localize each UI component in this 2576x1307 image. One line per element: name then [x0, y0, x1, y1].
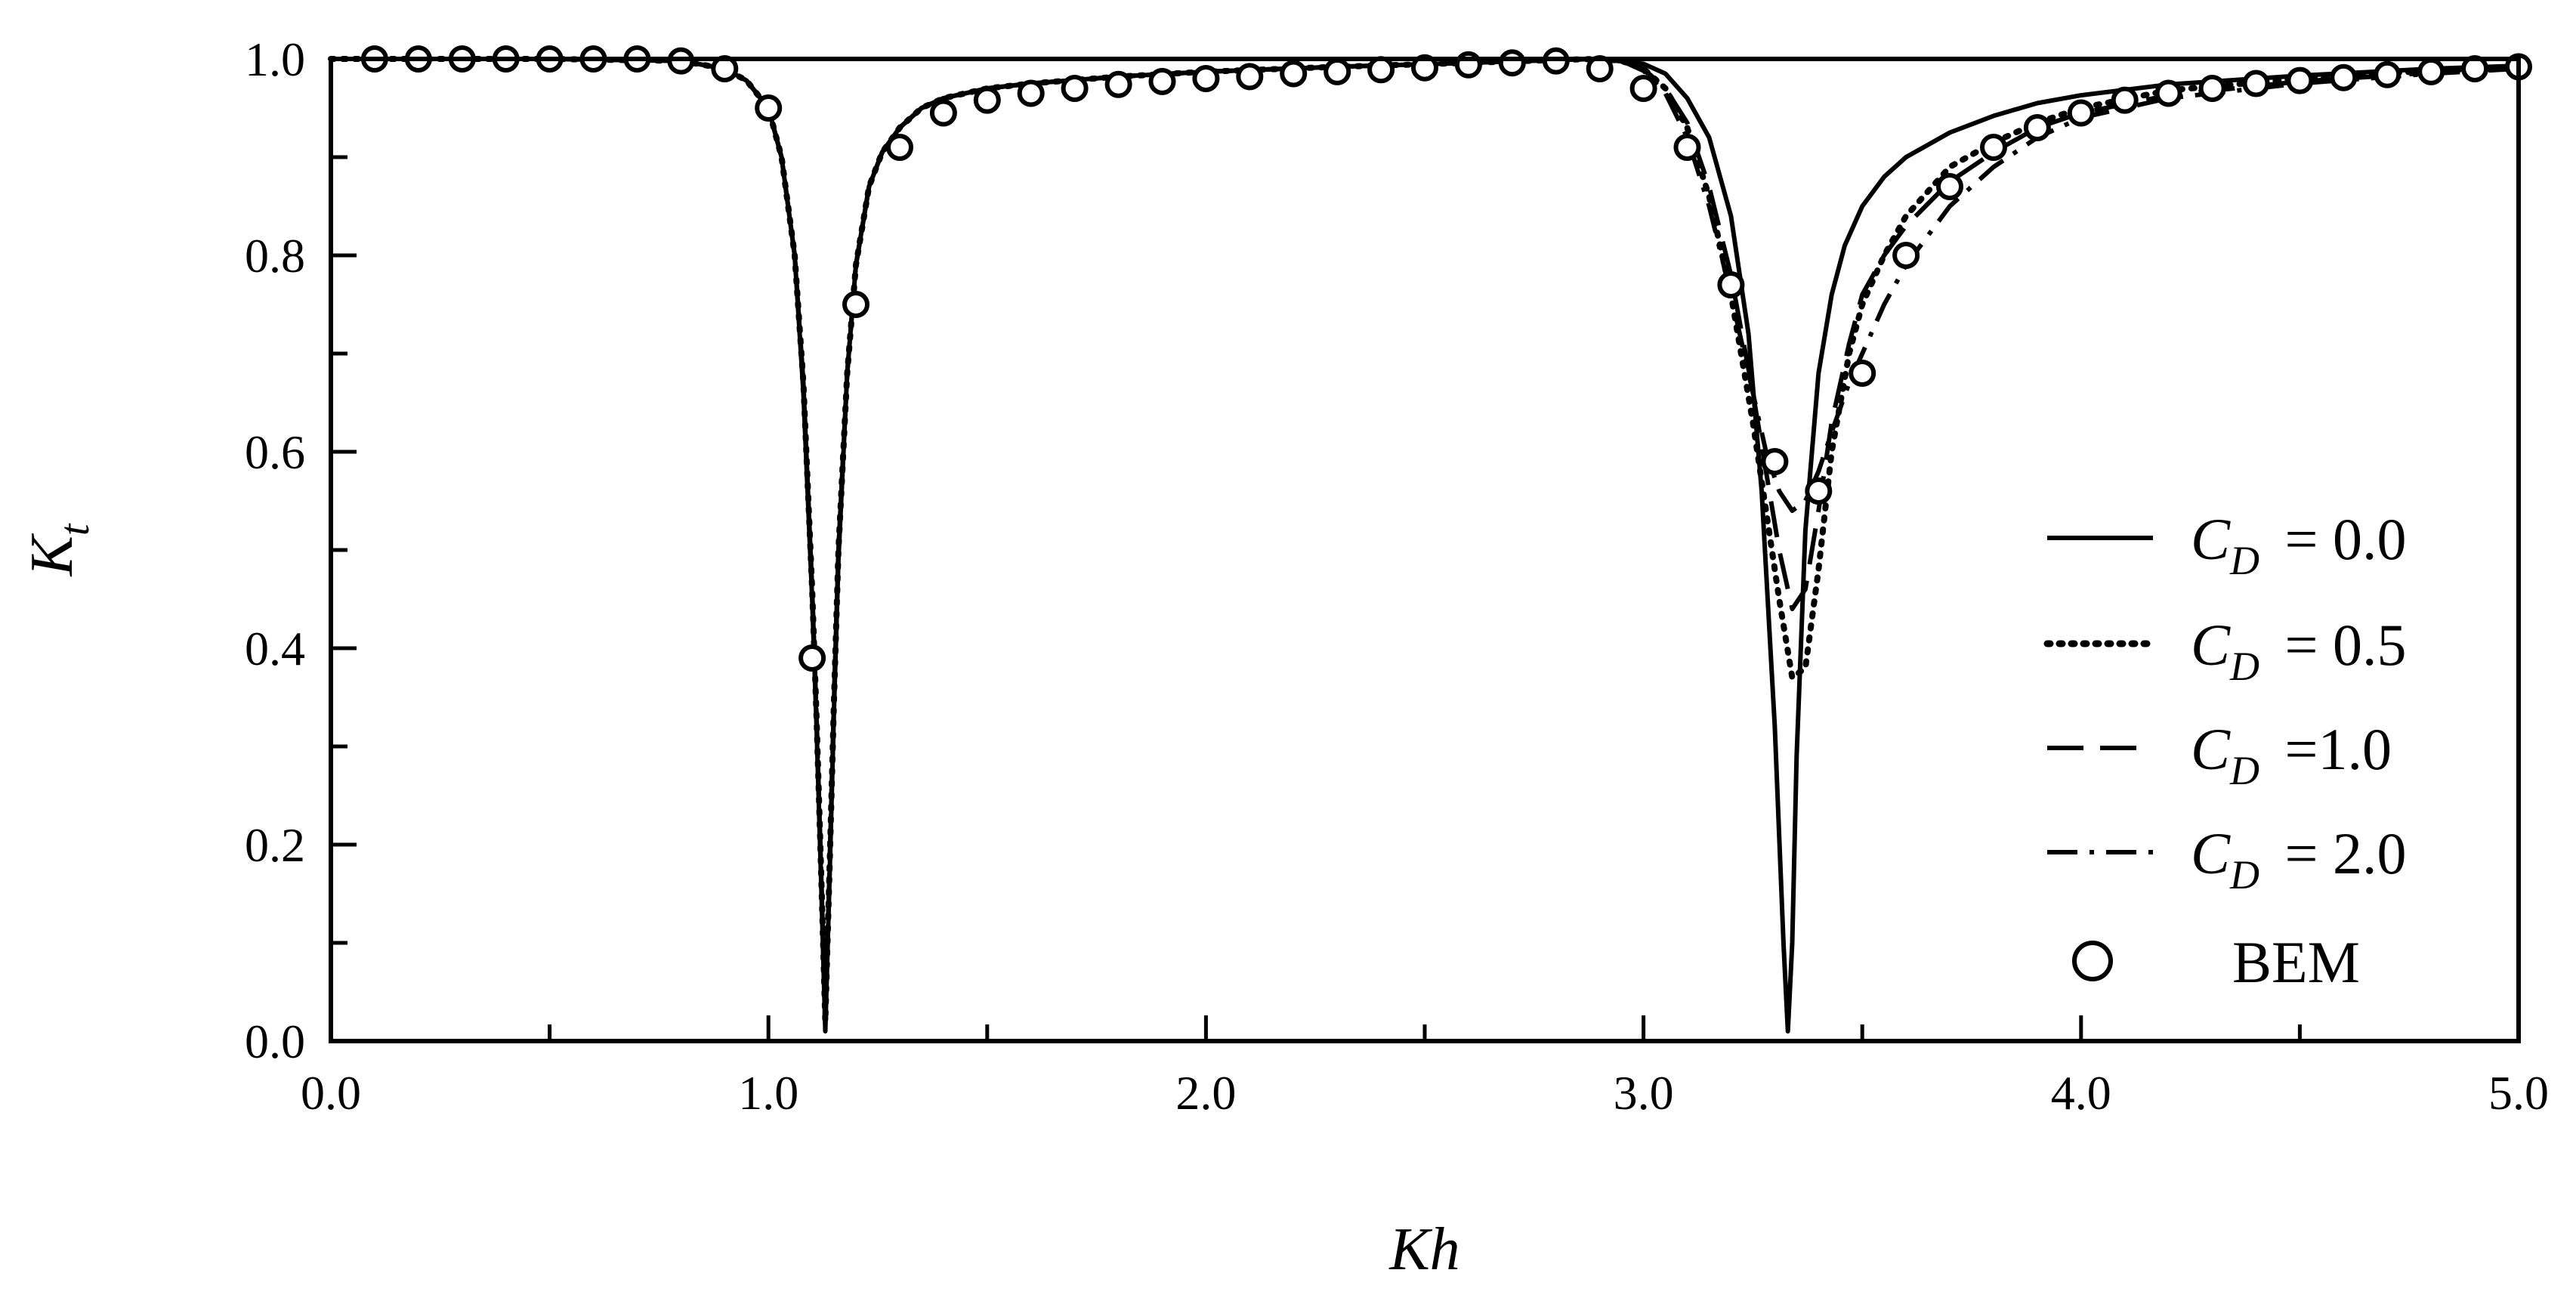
y-tick-label: 0.2	[245, 818, 305, 872]
bem-marker	[1061, 75, 1089, 102]
legend-label-solid: CD = 0.0	[2191, 506, 2407, 583]
bem-marker	[2374, 60, 2401, 88]
bem-marker	[755, 94, 783, 122]
y-tick-label: 0.8	[245, 229, 305, 283]
y-axis-title: Kt	[19, 523, 98, 576]
y-axis-title-main: K	[19, 533, 85, 576]
bem-marker	[1192, 65, 1220, 92]
bem-marker	[1236, 63, 1264, 91]
bem-marker	[2067, 99, 2095, 127]
bem-marker	[2330, 63, 2358, 91]
tick-labels-layer: 0.0 1.0 2.0 3.0 4.0 5.0 0.0 0.2 0.4 0.6 0.8 1.0	[245, 32, 2549, 1120]
y-tick-label: 0.0	[245, 1015, 305, 1068]
bem-marker	[1324, 57, 1351, 85]
bem-marker	[1980, 134, 2007, 161]
bem-marker	[1717, 271, 1745, 298]
bem-marker	[2111, 86, 2139, 114]
bem-marker	[1673, 134, 1701, 161]
x-tick-label: 5.0	[2488, 1066, 2549, 1120]
bem-marker	[1892, 242, 1920, 269]
bem-marker	[886, 134, 913, 161]
x-tick-label: 3.0	[1614, 1066, 1674, 1120]
legend-label-dotted: CD = 0.5	[2191, 612, 2407, 689]
x-tick-label: 0.0	[301, 1066, 361, 1120]
bem-marker	[1411, 54, 1438, 82]
bem-marker	[2198, 75, 2226, 102]
bem-marker	[2023, 114, 2051, 141]
bem-marker	[1498, 49, 1526, 77]
x-tick-label: 4.0	[2051, 1066, 2111, 1120]
legend: CD = 0.0 CD = 0.5 CD =1.0 CD = 2.0 BEM	[2043, 506, 2407, 995]
bem-marker	[929, 99, 957, 127]
bem-marker	[1805, 477, 1833, 505]
bem-marker	[842, 291, 869, 318]
bem-marker	[1280, 60, 1308, 88]
bem-marker	[1629, 75, 1657, 102]
y-tick-label: 1.0	[245, 32, 305, 86]
bem-marker	[1017, 79, 1045, 107]
y-axis-title-sub: t	[51, 523, 98, 536]
bem-marker	[798, 644, 826, 672]
legend-label-dashed: CD =1.0	[2191, 716, 2392, 793]
bem-marker	[2417, 57, 2445, 85]
bem-marker	[1104, 70, 1132, 98]
y-tick-label: 0.4	[245, 622, 305, 675]
y-tick-label: 0.6	[245, 425, 305, 479]
bem-marker	[1849, 360, 1876, 387]
bem-marker	[1148, 67, 1176, 95]
legend-label-dashdot: CD = 2.0	[2191, 820, 2407, 898]
bem-marker	[2242, 70, 2270, 97]
bem-marker	[1367, 56, 1395, 84]
bem-marker	[2154, 79, 2182, 107]
ticks-layer	[329, 57, 2521, 1043]
x-axis-title: Kh	[1388, 1216, 1459, 1283]
bem-marker	[2286, 66, 2314, 94]
x-tick-label: 1.0	[738, 1066, 798, 1120]
x-tick-label: 2.0	[1175, 1066, 1236, 1120]
legend-marker-bem	[2072, 941, 2113, 981]
series-line-3	[331, 57, 2519, 1024]
bem-marker	[973, 86, 1001, 114]
legend-label-bem: BEM	[2232, 929, 2360, 995]
bem-marker	[1936, 173, 1963, 200]
bem-marker	[1761, 448, 1789, 475]
